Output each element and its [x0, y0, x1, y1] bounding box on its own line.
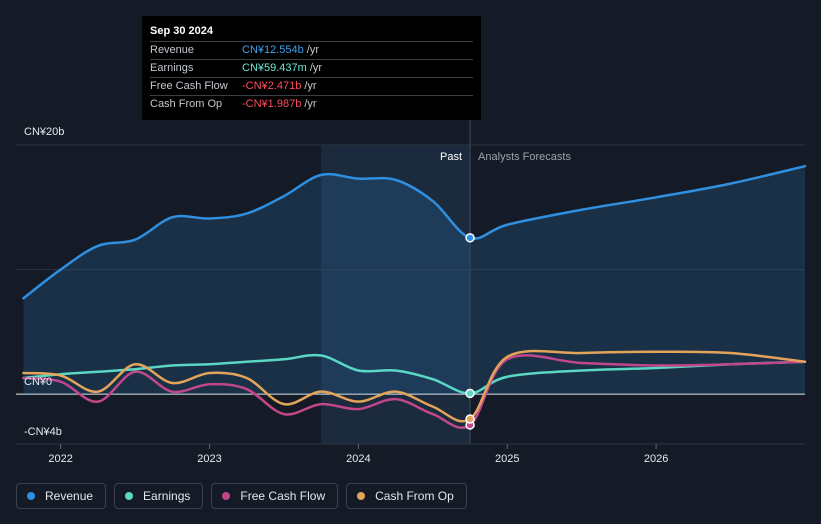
series-line-free-cash-flow [22, 354, 807, 429]
tooltip-row-earnings: Earnings CN¥59.437m /yr [150, 59, 473, 77]
x-tick-label: 2022 [48, 453, 72, 465]
tooltip-value: CN¥12.554b [242, 44, 304, 56]
legend-dot-icon [27, 492, 35, 500]
y-tick-label-top: CN¥20b [24, 126, 65, 138]
tooltip: Sep 30 2024 Revenue CN¥12.554b /yr Earni… [142, 16, 481, 120]
tooltip-label: Revenue [150, 44, 195, 56]
tooltip-unit: /yr [304, 98, 317, 110]
data-point-cash-from-op [465, 414, 475, 424]
series-line-earnings [22, 353, 807, 395]
revenue-area [23, 166, 805, 395]
tooltip-row-revenue: Revenue CN¥12.554b /yr [150, 41, 473, 59]
tooltip-label: Earnings [150, 62, 194, 74]
legend-item-cash-from-op[interactable]: Cash From Op [346, 483, 467, 509]
tooltip-label: Free Cash Flow [150, 80, 228, 92]
legend-dot-icon [125, 492, 134, 500]
tooltip-value: CN¥59.437m [242, 62, 307, 74]
legend-dot-icon [357, 492, 366, 500]
tooltip-unit: /yr [304, 80, 317, 92]
tooltip-unit: /yr [309, 62, 323, 74]
legend-item-free-cash-flow[interactable]: Free Cash Flow [211, 483, 339, 509]
data-point-revenue [465, 233, 475, 243]
legend-label: Cash From Op [375, 489, 454, 503]
legend-item-earnings[interactable]: Earnings [114, 483, 204, 509]
y-tick-label-bottom: -CN¥4b [24, 426, 62, 438]
tooltip-label: Cash From Op [150, 98, 223, 110]
tooltip-unit: /yr [306, 44, 320, 56]
x-tick-label: 2024 [346, 453, 370, 465]
y-tick-label-zero: CN¥0 [24, 376, 53, 388]
x-tick-label: 2026 [644, 453, 668, 465]
series-line-cash-from-op [22, 349, 807, 423]
tooltip-value: -CN¥1.987b [242, 98, 302, 110]
x-tick-label: 2023 [197, 453, 221, 465]
past-label: Past [440, 151, 462, 163]
tooltip-value: -CN¥2.471b [242, 80, 302, 92]
legend-label: Earnings [143, 489, 191, 503]
x-tick-label: 2025 [495, 453, 519, 465]
tooltip-row-cash-from-op: Cash From Op -CN¥1.987b /yr [150, 95, 473, 113]
legend: Revenue Earnings Free Cash Flow Cash Fro… [16, 483, 467, 509]
forecast-label: Analysts Forecasts [478, 151, 571, 163]
series-line-revenue [22, 164, 807, 300]
legend-label: Free Cash Flow [240, 489, 326, 503]
data-point-earnings [465, 388, 475, 399]
tooltip-date: Sep 30 2024 [150, 25, 213, 37]
legend-dot-icon [222, 492, 231, 500]
legend-item-revenue[interactable]: Revenue [16, 483, 107, 509]
tooltip-row-free-cash-flow: Free Cash Flow -CN¥2.471b /yr [150, 77, 473, 95]
legend-label: Revenue [45, 489, 94, 503]
